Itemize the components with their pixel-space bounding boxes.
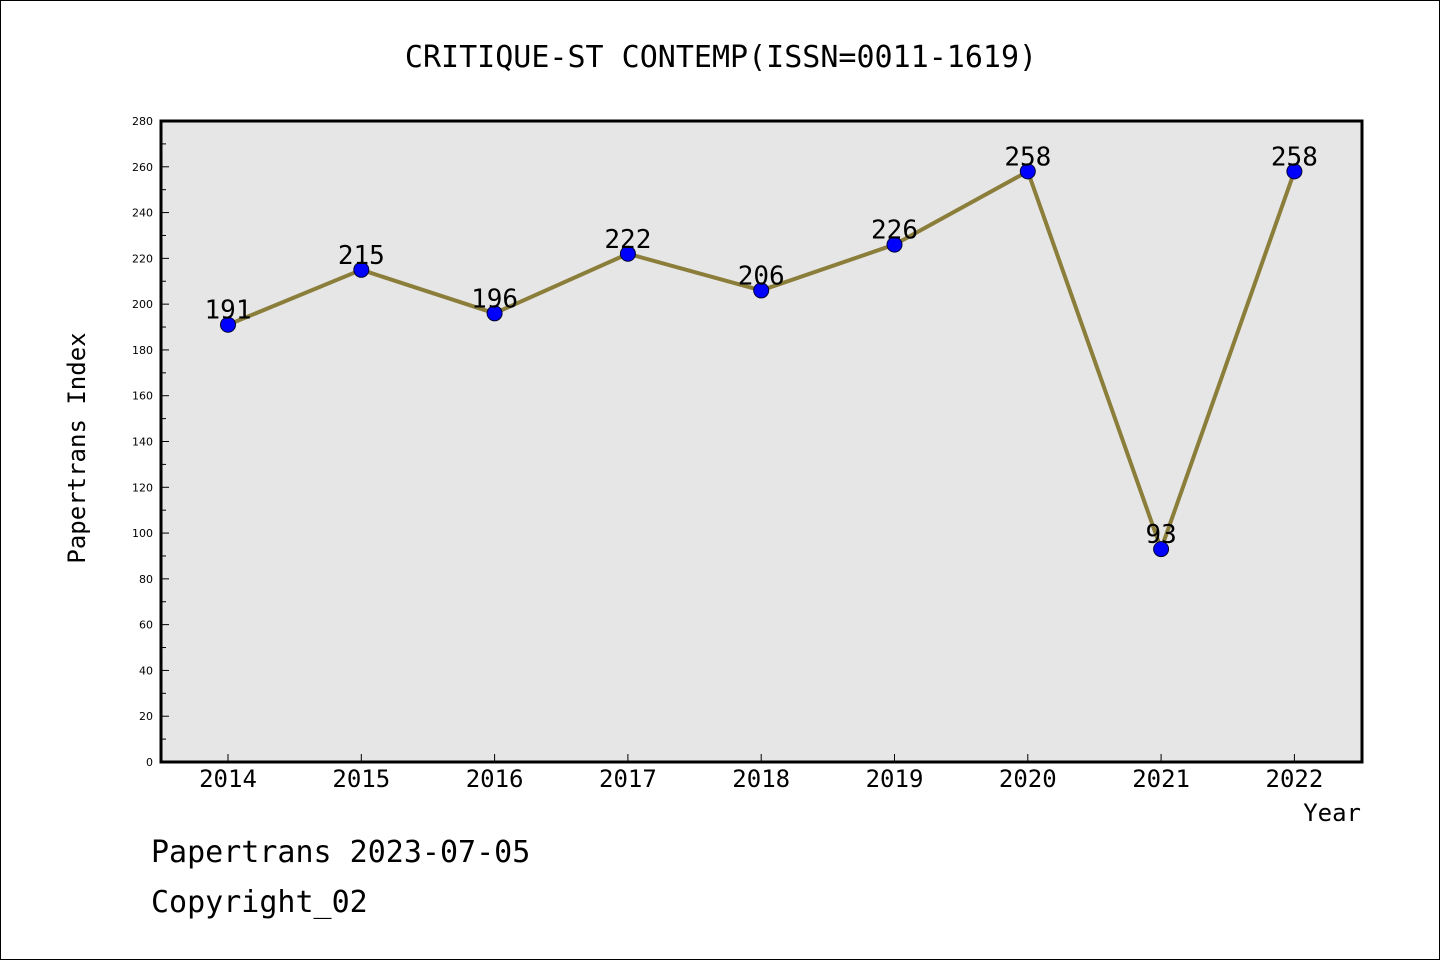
data-label: 196 bbox=[471, 284, 518, 314]
x-tick-label: 2021 bbox=[1132, 765, 1190, 793]
y-tick-label: 0 bbox=[146, 756, 153, 769]
x-tick-label: 2018 bbox=[732, 765, 790, 793]
y-tick-label: 80 bbox=[139, 573, 153, 586]
y-axis-label: Papertrans Index bbox=[63, 332, 91, 563]
y-tick-label: 220 bbox=[132, 252, 153, 265]
data-label: 206 bbox=[738, 261, 785, 291]
data-point bbox=[220, 316, 236, 333]
x-tick-label: 2015 bbox=[332, 765, 390, 793]
y-tick-label: 20 bbox=[139, 710, 153, 723]
data-point bbox=[1019, 163, 1036, 180]
y-tick-label: 120 bbox=[132, 481, 153, 494]
data-point bbox=[353, 261, 370, 278]
data-point bbox=[1286, 163, 1303, 180]
data-point bbox=[886, 236, 903, 253]
chart-title: CRITIQUE-ST CONTEMP(ISSN=0011-1619) bbox=[405, 40, 1037, 75]
y-tick-label: 100 bbox=[132, 527, 153, 540]
x-tick-label: 2017 bbox=[599, 765, 657, 793]
data-labels: 191 215 196 222 206 226 258 93 258 bbox=[205, 142, 1318, 550]
x-tick-label: 2014 bbox=[199, 765, 257, 793]
data-point bbox=[1153, 541, 1170, 558]
y-tick-label: 60 bbox=[139, 619, 153, 632]
data-label: 222 bbox=[604, 225, 651, 255]
y-tick-label: 160 bbox=[132, 390, 153, 403]
y-axis: 0 20 40 60 80 100 120 140 160 180 200 220 240 260 280 bbox=[132, 115, 169, 769]
footer-copyright: Copyright_02 bbox=[151, 885, 368, 920]
data-label: 191 bbox=[205, 296, 252, 326]
data-point bbox=[753, 282, 770, 299]
data-point bbox=[486, 305, 503, 322]
plot-border bbox=[159, 119, 1364, 764]
data-label: 226 bbox=[871, 216, 918, 246]
plot-area bbox=[161, 121, 1362, 762]
footer-date: Papertrans 2023-07-05 bbox=[151, 835, 531, 870]
y-tick-label: 200 bbox=[132, 298, 153, 311]
x-tick-label: 2016 bbox=[466, 765, 524, 793]
y-tick-label: 140 bbox=[132, 436, 153, 449]
x-tick-label: 2019 bbox=[866, 765, 924, 793]
x-tick-label: 2022 bbox=[1266, 765, 1324, 793]
x-axis-label: Year bbox=[1303, 799, 1361, 827]
y-tick-label: 260 bbox=[132, 161, 153, 174]
data-label: 215 bbox=[338, 241, 385, 271]
data-label: 258 bbox=[1271, 142, 1318, 172]
y-tick-label: 40 bbox=[139, 664, 153, 677]
data-point bbox=[619, 245, 636, 262]
y-tick-label: 180 bbox=[132, 344, 153, 357]
x-tick-label: 2020 bbox=[999, 765, 1057, 793]
series-group bbox=[220, 163, 1303, 558]
x-axis: 2014 2015 2016 2017 2018 2019 2020 2021 2022 bbox=[199, 754, 1323, 793]
data-label: 258 bbox=[1004, 142, 1051, 172]
y-tick-label: 280 bbox=[132, 115, 153, 128]
y-tick-label: 240 bbox=[132, 207, 153, 220]
data-label: 93 bbox=[1145, 520, 1176, 550]
